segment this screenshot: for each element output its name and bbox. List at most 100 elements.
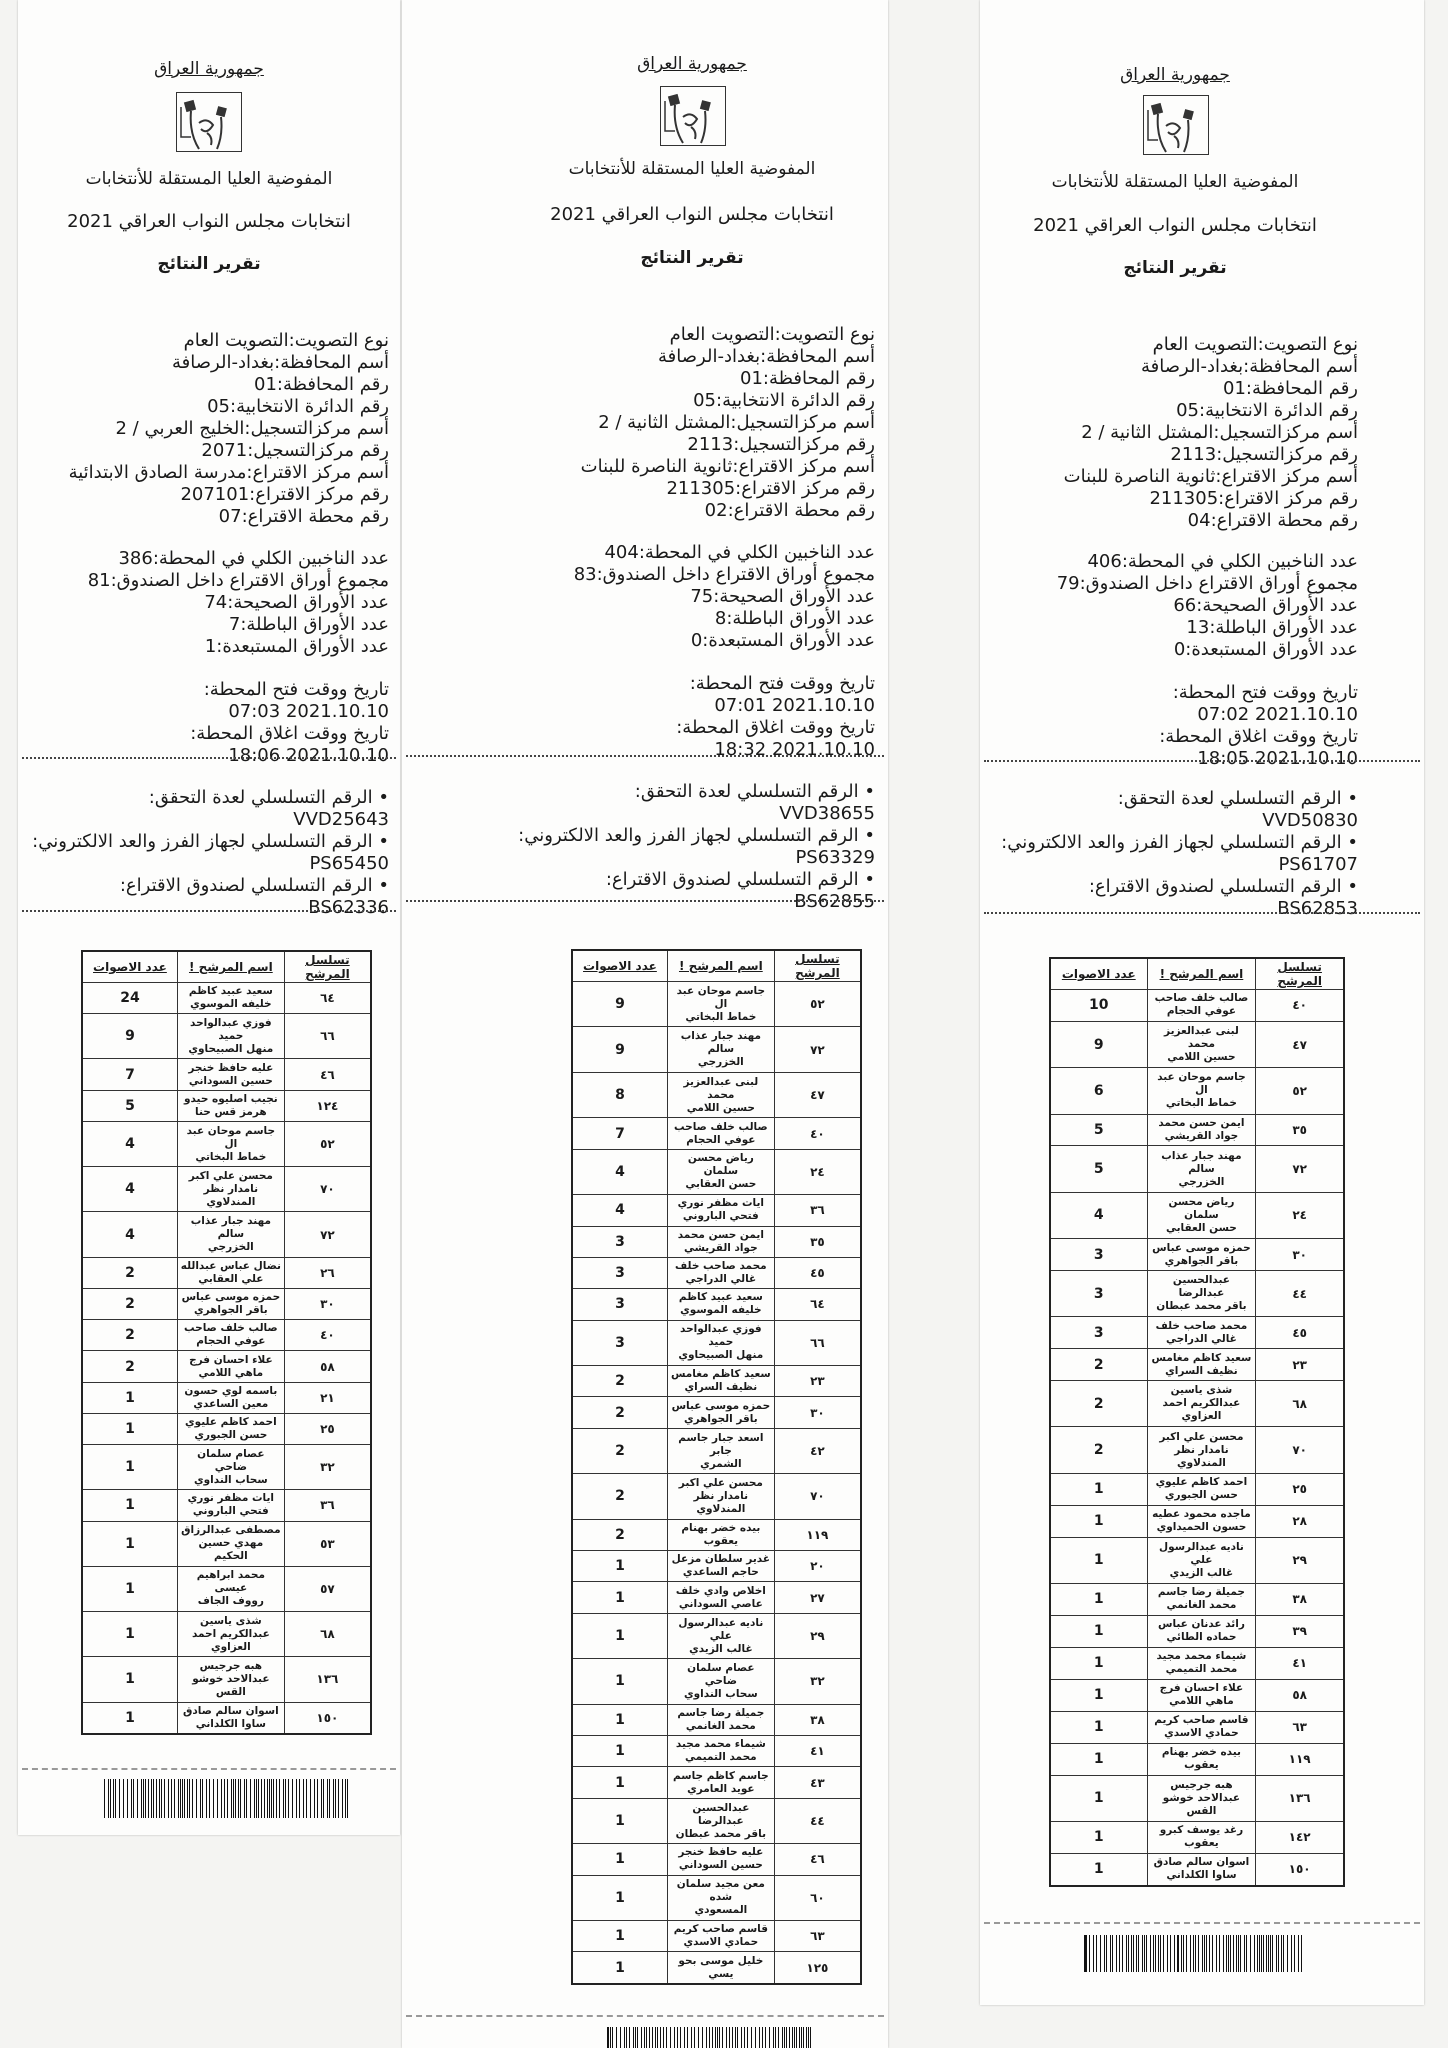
column-header: تسلسل المرشح [283, 950, 372, 983]
field-value: 2113 [687, 434, 734, 455]
device-serials-label: • الرقم التسلسلي لجهاز الفرز والعد الالك… [518, 825, 875, 846]
divider [406, 900, 884, 902]
candidate-serial: ٢٧ [773, 1581, 862, 1614]
table-row: ٦٨ شذى ياسين عبدالكريم احمد العزاوي 2 [1049, 1380, 1345, 1428]
station-times-label: تاريخ ووقت اغلاق المحطة: [190, 723, 389, 744]
candidate-serial: ٤٥ [1255, 1316, 1345, 1350]
column-header: تسلسل المرشح [1255, 957, 1345, 990]
candidate-name: عصام سلمان ضاحي سحاب النداوي [176, 1444, 285, 1491]
ballot-counts-line: عدد الناخبين الكلي في المحطة:386 [88, 548, 389, 570]
vote-count: 1 [571, 1735, 668, 1768]
vote-count: 1 [1049, 1852, 1148, 1887]
candidate-serial: ٧٢ [773, 1026, 862, 1073]
candidate-serial: ١٤٢ [1255, 1820, 1345, 1854]
candidate-name: حمزه موسى عباس باقر الجواهري [666, 1396, 775, 1429]
vote-count: 8 [571, 1071, 668, 1119]
candidate-serial: ٣٠ [773, 1396, 862, 1429]
vote-count: 9 [571, 1026, 668, 1073]
table-row: ٤٤ عبدالحسين عبدالرضا باقر محمد عبطان 1 [571, 1797, 862, 1845]
candidate-serial: ٢٠ [773, 1550, 862, 1583]
field-value: الخليج العربي / 2 [115, 418, 245, 439]
field-value: 0 [690, 630, 703, 651]
station-info-line: رقم مركزالتسجيل:2113 [581, 434, 875, 456]
field-label: أسم المحافظة: [1243, 356, 1358, 377]
device-serials-label: • الرقم التسلسلي لجهاز الفرز والعد الالك… [32, 831, 389, 852]
station-times-label: تاريخ ووقت فتح المحطة: [203, 679, 389, 700]
candidate-name: مهند جبار عذاب سالم الخزرجي [1146, 1145, 1257, 1193]
candidate-name: سعيد كاظم مغامس نظيف السراي [666, 1365, 775, 1398]
tear-line [22, 1768, 396, 1770]
ballot-counts-line: عدد الأوراق الباطلة:7 [88, 614, 389, 636]
field-value: بغداد-الرصافة [1141, 356, 1244, 377]
table-row: ٤٢ اسعد جبار جاسم جابر الشمري 2 [571, 1427, 862, 1475]
vote-count: 2 [571, 1427, 668, 1475]
device-serials-label: • الرقم التسلسلي لعدة التحقق: [148, 787, 389, 808]
election-title: انتخابات مجلس النواب العراقي 2021 [67, 211, 351, 232]
candidate-serial: ٤٠ [773, 1117, 862, 1150]
candidate-serial: ٣٥ [1255, 1113, 1345, 1147]
station-info-line: أسم مركز الاقتراع:مدرسة الصادق الابتدائي… [69, 462, 389, 484]
vote-count: 1 [1049, 1646, 1148, 1680]
station-info-line: أسم مركز الاقتراع:ثانوية الناصرة للبنات [581, 456, 875, 478]
candidate-name: صالب خلف صاحب عوفي الحجام [1146, 989, 1257, 1022]
candidate-serial: ٦٤ [283, 981, 372, 1015]
vote-count: 1 [1049, 1504, 1148, 1538]
station-times-label: تاريخ ووقت اغلاق المحطة: [1159, 726, 1358, 747]
vote-count: 5 [1049, 1145, 1148, 1193]
device-serials-value: BS62855 [794, 891, 875, 912]
vote-count: 4 [81, 1166, 178, 1213]
barcode [607, 2027, 816, 2048]
field-value: 05 [1176, 400, 1199, 421]
vote-count: 1 [81, 1381, 178, 1414]
field-label: عدد الأوراق الباطلة: [1209, 617, 1358, 638]
candidate-serial: ١٢٥ [773, 1951, 862, 1985]
device-serials-label: • الرقم التسلسلي لعدة التحقق: [634, 781, 875, 802]
candidate-serial: ٢٥ [1255, 1472, 1345, 1506]
table-row: ٣٨ جميلة رضا جاسم محمد الغانمي 1 [1049, 1582, 1345, 1616]
vote-count: 1 [571, 1581, 668, 1614]
field-value: 74 [204, 592, 228, 613]
candidate-name: نضال عباس عبدالله علي العقابي [176, 1256, 285, 1289]
vote-count: 1 [81, 1489, 178, 1522]
republic-title: جمهورية العراق [154, 59, 264, 79]
field-value: 04 [1187, 510, 1211, 531]
table-row: ٤٥ محمد صاحب خلف غالي الدراجي 3 [1049, 1316, 1345, 1350]
table-row: ٦٤ سعيد عبيد كاظم خليفه الموسوي 3 [571, 1288, 862, 1321]
candidate-serial: ٤٦ [283, 1058, 372, 1091]
candidate-serial: ٤٦ [773, 1843, 862, 1876]
station-info-line: رقم محطة الاقتراع:02 [581, 500, 875, 522]
table-row: ٤٧ لبنى عبدالعزيز محمد حسين اللامي 9 [1049, 1020, 1345, 1069]
candidate-serial: ٢٨ [1255, 1504, 1345, 1538]
field-value: المشتل الثانية / 2 [598, 412, 731, 433]
candidate-name: جاسم موحان عبد ال خماط البخاتي [176, 1120, 285, 1168]
vote-count: 1 [571, 1612, 668, 1660]
candidate-name: عبدالحسين عبدالرضا باقر محمد عبطان [1146, 1269, 1257, 1318]
station-info-line: رقم مركزالتسجيل:2071 [69, 440, 389, 462]
table-row: ٥٢ جاسم موحان عبد ال خماط البخاتي 9 [571, 980, 862, 1028]
station-info-line: أسم مركزالتسجيل:المشتل الثانية / 2 [1064, 422, 1358, 444]
candidate-serial: ٥٢ [283, 1120, 372, 1168]
table-row: ٢٩ ناديه عبدالرسول علي غالب الزيدي 1 [571, 1612, 862, 1660]
divider [984, 912, 1420, 914]
candidate-serial: ٦٦ [773, 1319, 862, 1367]
candidate-serial: ٢٩ [773, 1612, 862, 1660]
candidate-name: عصام سلمان ضاحي سحاب النداوي [666, 1658, 775, 1705]
column-header: عدد الاصوات [571, 949, 668, 982]
table-row: ٧٠ محسن علي اكبر نامدار نظر المندلاوي 2 [571, 1473, 862, 1520]
field-value: بغداد-الرصافة [658, 346, 761, 367]
vote-count: 7 [81, 1058, 178, 1091]
republic-title: جمهورية العراق [637, 54, 747, 74]
vote-count: 3 [571, 1288, 668, 1321]
vote-count: 1 [571, 1658, 668, 1705]
table-row: ٧٢ مهند جبار عذاب سالم الخزرجي 9 [571, 1026, 862, 1073]
candidate-name: فوزي عبدالواحد حميد منهل الصبيحاوي [666, 1319, 775, 1367]
device-serials-value: VVD38655 [779, 803, 875, 824]
candidate-name: جاسم موحان عبد ال خماط البخاتي [666, 980, 775, 1028]
ballot-counts-line: عدد الأوراق المستبعدة:1 [88, 636, 389, 658]
ihec-logo [1143, 95, 1209, 155]
station-times-value: 2021.10.10 18:05 [1197, 748, 1358, 769]
candidate-serial: ١٥٠ [1255, 1852, 1345, 1887]
table-row: ٥٣ مصطفى عبدالرزاق مهدي حسين الحكيم 1 [81, 1520, 372, 1567]
vote-count: 1 [1049, 1472, 1148, 1506]
candidate-name: محمد صاحب خلف غالي الدراجي [666, 1256, 775, 1290]
